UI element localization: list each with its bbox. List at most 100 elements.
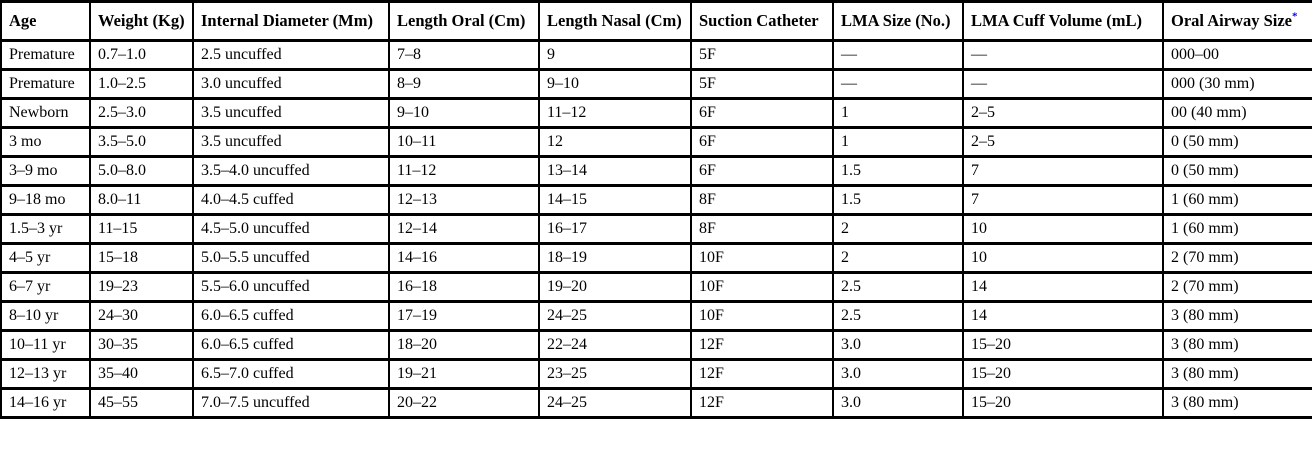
cell-lma-cuff-volume-ml: 10 <box>962 213 1164 245</box>
cell-weight-kg: 24–30 <box>89 300 194 332</box>
cell-lma-size-no: 1 <box>832 126 964 158</box>
cell-length-oral-cm: 9–10 <box>388 97 540 129</box>
cell-weight-kg: 8.0–11 <box>89 184 194 216</box>
cell-age: Premature <box>0 68 91 100</box>
cell-lma-cuff-volume-ml: — <box>962 68 1164 100</box>
cell-oral-airway-size: 00 (40 mm) <box>1162 97 1312 129</box>
cell-length-nasal-cm: 14–15 <box>538 184 692 216</box>
cell-weight-kg: 3.5–5.0 <box>89 126 194 158</box>
cell-lma-size-no: 2.5 <box>832 300 964 332</box>
cell-oral-airway-size: 3 (80 mm) <box>1162 358 1312 390</box>
cell-length-oral-cm: 20–22 <box>388 387 540 419</box>
column-header-label: Suction Catheter <box>699 10 819 30</box>
cell-lma-cuff-volume-ml: — <box>962 39 1164 71</box>
cell-lma-cuff-volume-ml: 7 <box>962 155 1164 187</box>
cell-oral-airway-size: 1 (60 mm) <box>1162 213 1312 245</box>
cell-weight-kg: 2.5–3.0 <box>89 97 194 129</box>
cell-lma-cuff-volume-ml: 2–5 <box>962 126 1164 158</box>
cell-lma-cuff-volume-ml: 7 <box>962 184 1164 216</box>
table-row: 9–18 mo 8.0–11 4.0–4.5 cuffed 12–13 14–15 8F 1… <box>0 184 1312 216</box>
cell-internal-diameter-mm: 6.0–6.5 cuffed <box>192 329 390 361</box>
header-row: Age Weight (Kg) Internal Diameter (Mm) Leng… <box>0 0 1312 42</box>
column-header-suction-catheter: Suction Catheter <box>690 0 834 42</box>
cell-lma-size-no: 2 <box>832 213 964 245</box>
column-header-label: Oral Airway Size <box>1171 10 1292 30</box>
column-header-label: Age <box>9 10 37 30</box>
table-row: Premature 1.0–2.5 3.0 uncuffed 8–9 9–10 5F — —0… <box>0 68 1312 100</box>
cell-weight-kg: 19–23 <box>89 271 194 303</box>
cell-age: 8–10 yr <box>0 300 91 332</box>
cell-weight-kg: 5.0–8.0 <box>89 155 194 187</box>
cell-length-oral-cm: 17–19 <box>388 300 540 332</box>
cell-length-nasal-cm: 22–24 <box>538 329 692 361</box>
cell-suction-catheter: 5F <box>690 68 834 100</box>
cell-internal-diameter-mm: 3.0 uncuffed <box>192 68 390 100</box>
footnote-asterisk: * <box>1291 10 1298 23</box>
cell-length-nasal-cm: 24–25 <box>538 300 692 332</box>
table-row: 3 mo 3.5–5.0 3.5 uncuffed 10–11 12 6F 1 2–5 0 (5… <box>0 126 1312 158</box>
cell-internal-diameter-mm: 2.5 uncuffed <box>192 39 390 71</box>
cell-weight-kg: 1.0–2.5 <box>89 68 194 100</box>
cell-suction-catheter: 10F <box>690 271 834 303</box>
column-header-length-oral-cm: Length Oral (Cm) <box>388 0 540 42</box>
cell-oral-airway-size: 0 (50 mm) <box>1162 126 1312 158</box>
cell-oral-airway-size: 000 (30 mm) <box>1162 68 1312 100</box>
cell-length-oral-cm: 10–11 <box>388 126 540 158</box>
column-header-age: Age <box>0 0 91 42</box>
cell-suction-catheter: 8F <box>690 184 834 216</box>
cell-suction-catheter: 12F <box>690 358 834 390</box>
table-row: Premature 0.7–1.0 2.5 uncuffed 7–8 9 5F — —000–… <box>0 39 1312 71</box>
cell-length-nasal-cm: 23–25 <box>538 358 692 390</box>
cell-internal-diameter-mm: 3.5–4.0 uncuffed <box>192 155 390 187</box>
cell-internal-diameter-mm: 3.5 uncuffed <box>192 126 390 158</box>
table-row: 1.5–3 yr 11–15 4.5–5.0 uncuffed 12–14 16–17 8… <box>0 213 1312 245</box>
cell-age: 14–16 yr <box>0 387 91 419</box>
cell-lma-size-no: 3.0 <box>832 329 964 361</box>
cell-length-nasal-cm: 12 <box>538 126 692 158</box>
cell-suction-catheter: 6F <box>690 155 834 187</box>
cell-age: 6–7 yr <box>0 271 91 303</box>
cell-lma-cuff-volume-ml: 15–20 <box>962 387 1164 419</box>
table-header: Age Weight (Kg) Internal Diameter (Mm) Leng… <box>0 0 1312 42</box>
cell-length-oral-cm: 19–21 <box>388 358 540 390</box>
cell-age: 4–5 yr <box>0 242 91 274</box>
cell-internal-diameter-mm: 6.0–6.5 cuffed <box>192 300 390 332</box>
cell-lma-size-no: 1.5 <box>832 184 964 216</box>
column-header-oral-airway-size: Oral Airway Size* <box>1162 0 1312 42</box>
cell-length-oral-cm: 18–20 <box>388 329 540 361</box>
cell-lma-cuff-volume-ml: 15–20 <box>962 358 1164 390</box>
cell-lma-size-no: 1.5 <box>832 155 964 187</box>
cell-lma-cuff-volume-ml: 15–20 <box>962 329 1164 361</box>
cell-suction-catheter: 12F <box>690 387 834 419</box>
cell-oral-airway-size: 3 (80 mm) <box>1162 387 1312 419</box>
column-header-lma-cuff-volume-ml: LMA Cuff Volume (mL) <box>962 0 1164 42</box>
cell-weight-kg: 11–15 <box>89 213 194 245</box>
cell-length-oral-cm: 7–8 <box>388 39 540 71</box>
column-header-label: LMA Cuff Volume (mL) <box>971 10 1142 30</box>
cell-internal-diameter-mm: 6.5–7.0 cuffed <box>192 358 390 390</box>
cell-length-oral-cm: 14–16 <box>388 242 540 274</box>
cell-suction-catheter: 12F <box>690 329 834 361</box>
table-row: 14–16 yr 45–55 7.0–7.5 uncuffed 20–22 24–25 1… <box>0 387 1312 419</box>
table-row: 10–11 yr 30–35 6.0–6.5 cuffed 18–20 22–24 12F… <box>0 329 1312 361</box>
cell-lma-cuff-volume-ml: 2–5 <box>962 97 1164 129</box>
cell-length-nasal-cm: 9 <box>538 39 692 71</box>
cell-suction-catheter: 8F <box>690 213 834 245</box>
table-row: 3–9 mo 5.0–8.0 3.5–4.0 uncuffed 11–12 13–14 6… <box>0 155 1312 187</box>
cell-lma-size-no: — <box>832 68 964 100</box>
table-row: 8–10 yr 24–30 6.0–6.5 cuffed 17–19 24–25 10F 2… <box>0 300 1312 332</box>
column-header-label: Length Oral (Cm) <box>397 10 526 30</box>
cell-lma-size-no: 3.0 <box>832 387 964 419</box>
cell-length-nasal-cm: 18–19 <box>538 242 692 274</box>
cell-lma-size-no: 1 <box>832 97 964 129</box>
cell-internal-diameter-mm: 5.0–5.5 uncuffed <box>192 242 390 274</box>
cell-weight-kg: 15–18 <box>89 242 194 274</box>
column-header-lma-size-no: LMA Size (No.) <box>832 0 964 42</box>
cell-length-oral-cm: 16–18 <box>388 271 540 303</box>
cell-age: 3–9 mo <box>0 155 91 187</box>
cell-length-nasal-cm: 13–14 <box>538 155 692 187</box>
column-header-label: Length Nasal (Cm) <box>547 10 682 30</box>
cell-length-oral-cm: 8–9 <box>388 68 540 100</box>
cell-internal-diameter-mm: 7.0–7.5 uncuffed <box>192 387 390 419</box>
cell-age: 3 mo <box>0 126 91 158</box>
